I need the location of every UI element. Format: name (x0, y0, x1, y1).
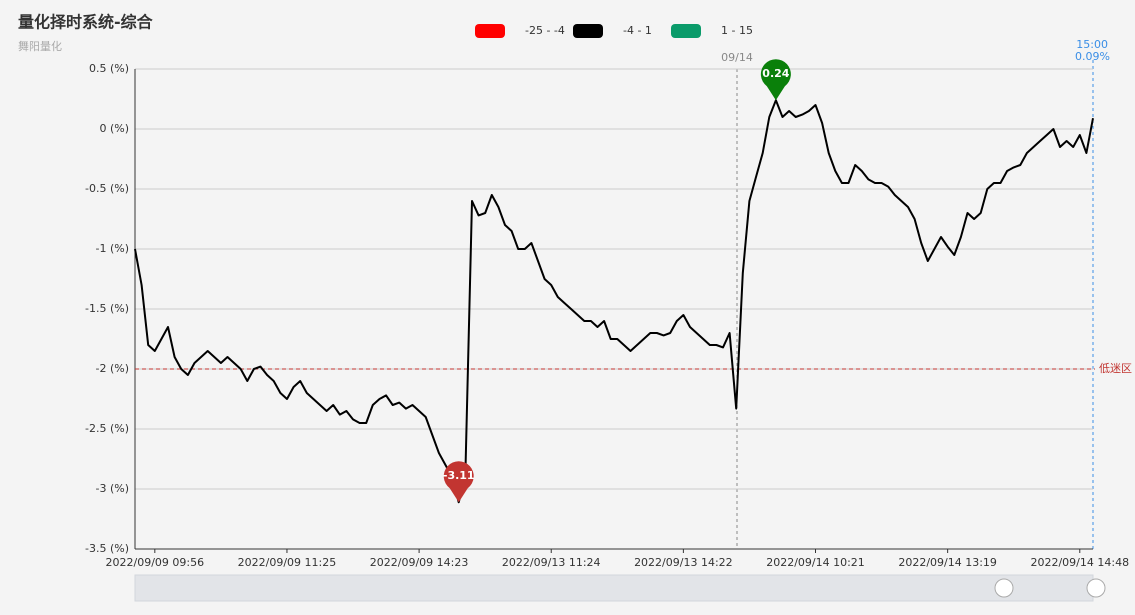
pin (760, 59, 791, 101)
y-tick-label: -1 (%) (96, 242, 130, 255)
mark-point: 0.24 (760, 59, 791, 101)
y-tick-label: -3 (%) (96, 482, 130, 495)
x-tick-label: 2022/09/14 14:48 (1030, 556, 1129, 569)
x-tick-label: 2022/09/13 11:24 (502, 556, 601, 569)
data-zoom[interactable] (134, 574, 1106, 602)
cursor-x-label: 15:00 (1076, 38, 1108, 51)
y-tick-label: 0 (%) (99, 122, 129, 135)
zoom-track[interactable] (134, 574, 1094, 602)
legend-label: 1 - 15 (721, 24, 753, 37)
pin-label: 0.24 (762, 67, 789, 80)
x-tick-label: 2022/09/14 13:19 (898, 556, 997, 569)
day-marker-label: 09/14 (721, 51, 753, 64)
zoom-handle[interactable] (994, 578, 1014, 598)
x-tick-label: 2022/09/09 11:25 (238, 556, 337, 569)
legend-swatch (475, 24, 505, 38)
legend-swatch (573, 24, 603, 38)
legend-swatch (671, 24, 701, 38)
cursor-y-label: 0.09% (1075, 50, 1110, 63)
x-tick-label: 2022/09/09 14:23 (370, 556, 469, 569)
pin-label: -3.11 (443, 469, 475, 482)
x-tick-label: 2022/09/09 09:56 (106, 556, 205, 569)
y-tick-label: -1.5 (%) (85, 302, 129, 315)
mark-point: -3.11 (443, 461, 475, 503)
legend-label: -25 - -4 (525, 24, 565, 37)
y-tick-label: -2.5 (%) (85, 422, 129, 435)
x-tick-label: 2022/09/13 14:22 (634, 556, 733, 569)
chart-subtitle: 舞阳量化 (18, 39, 62, 53)
zoom-handle[interactable] (1086, 578, 1106, 598)
y-tick-label: -2 (%) (96, 362, 130, 375)
y-tick-label: 0.5 (%) (89, 62, 129, 75)
y-tick-label: -0.5 (%) (85, 182, 129, 195)
x-tick-label: 2022/09/14 10:21 (766, 556, 865, 569)
series-line (134, 99, 1094, 504)
chart-title: 量化择时系统-综合 (18, 13, 154, 32)
pin (443, 461, 474, 503)
y-tick-label: -3.5 (%) (85, 542, 129, 555)
mark-line-label: 低迷区 (1099, 362, 1132, 375)
legend-label: -4 - 1 (623, 24, 652, 37)
